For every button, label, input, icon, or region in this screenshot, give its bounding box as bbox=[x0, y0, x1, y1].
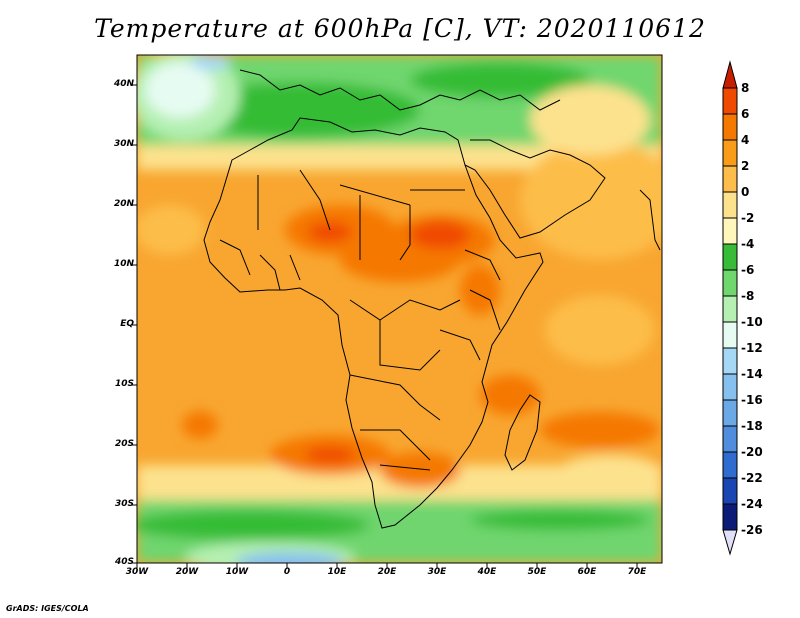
east-africa-hot bbox=[460, 265, 500, 315]
madagascar bbox=[504, 394, 541, 471]
colorbar-label: 4 bbox=[741, 133, 750, 147]
colorbar-swatch bbox=[722, 503, 738, 531]
colorbar-label: 0 bbox=[741, 185, 750, 199]
lon-label: 30E bbox=[427, 567, 447, 577]
colorbar-label: -26 bbox=[741, 523, 763, 537]
lat-label: 20S bbox=[114, 439, 134, 449]
colorbar-swatch bbox=[722, 295, 738, 323]
atlantic-cool bbox=[137, 205, 205, 255]
colorbar-label: 6 bbox=[741, 107, 750, 121]
colorbar-bottom-arrow bbox=[722, 529, 738, 556]
lat-label: 10S bbox=[114, 379, 134, 389]
west-africa-borders bbox=[219, 239, 301, 291]
lon-label: 20E bbox=[377, 567, 397, 577]
northeast-yellow bbox=[530, 85, 650, 155]
colorbar-swatch bbox=[722, 269, 738, 297]
colorbar-label: 2 bbox=[741, 159, 750, 173]
lon-label: 0 bbox=[283, 567, 291, 577]
chart-title: Temperature at 600hPa [C], VT: 202011061… bbox=[94, 14, 706, 43]
colorbar-swatch bbox=[722, 165, 738, 193]
north-green-dark-2 bbox=[410, 62, 590, 98]
lon-label: 70E bbox=[627, 567, 647, 577]
colorbar-swatch bbox=[722, 243, 738, 271]
colorbar-swatch bbox=[722, 191, 738, 219]
madagascar-cool bbox=[560, 455, 660, 485]
atlantic-hot bbox=[182, 411, 218, 439]
lon-label: 40E bbox=[477, 567, 497, 577]
colorbar-label: -22 bbox=[741, 471, 763, 485]
colorbar-top-arrow bbox=[722, 60, 738, 89]
colorbar-label: -10 bbox=[741, 315, 763, 329]
sahel-core bbox=[410, 221, 470, 249]
colorbar-label: -2 bbox=[741, 211, 755, 225]
colorbar-swatch bbox=[722, 477, 738, 505]
colorbar-label: -8 bbox=[741, 289, 755, 303]
colorbar-swatch bbox=[722, 139, 738, 167]
lat-label: EQ bbox=[120, 319, 134, 329]
colorbar-label: -12 bbox=[741, 341, 763, 355]
north-cold-white bbox=[145, 62, 215, 118]
south-green-dark-2 bbox=[470, 510, 650, 530]
north-cold-blue bbox=[190, 55, 230, 70]
europe-coast bbox=[239, 69, 561, 111]
colorbar-swatch bbox=[722, 217, 738, 245]
indian-cool bbox=[545, 295, 655, 365]
southern-core bbox=[305, 447, 355, 463]
india-coast bbox=[639, 189, 661, 251]
mozambique-hot bbox=[480, 375, 540, 415]
lat-label: 40S bbox=[114, 557, 134, 567]
colorbar-label: -18 bbox=[741, 419, 763, 433]
lon-label: 60E bbox=[577, 567, 597, 577]
north-green-dark bbox=[180, 82, 420, 138]
colorbar-label: -4 bbox=[741, 237, 755, 251]
lat-label: 20N bbox=[113, 199, 134, 209]
arabia-coast bbox=[464, 139, 606, 239]
arabia-warm bbox=[520, 140, 662, 260]
colorbar-label: -14 bbox=[741, 367, 763, 381]
lat-label: 10N bbox=[113, 259, 134, 269]
plot-frame bbox=[136, 54, 663, 564]
lon-label: 10W bbox=[225, 567, 249, 577]
colorbar-label: -24 bbox=[741, 497, 763, 511]
lat-label: 30S bbox=[114, 499, 134, 509]
lat-label: 30N bbox=[113, 139, 134, 149]
sahara-border-1 bbox=[257, 169, 465, 261]
colorbar-label: -16 bbox=[741, 393, 763, 407]
credit-text: GrADS: IGES/COLA bbox=[6, 604, 89, 613]
colorbar-swatch bbox=[722, 113, 738, 141]
lon-label: 30W bbox=[125, 567, 149, 577]
lon-label: 20W bbox=[175, 567, 199, 577]
axis-ticks bbox=[132, 84, 638, 568]
colorbar-swatch bbox=[722, 87, 738, 115]
colorbar-swatch bbox=[722, 451, 738, 479]
colorbar-swatch bbox=[722, 425, 738, 453]
central-borders bbox=[349, 299, 461, 471]
colorbar-swatch bbox=[722, 399, 738, 427]
lat-label: 40N bbox=[113, 79, 134, 89]
east-borders bbox=[439, 249, 501, 361]
colorbar-label: -6 bbox=[741, 263, 755, 277]
sahel-core-2 bbox=[308, 222, 352, 242]
south-green-dark bbox=[137, 510, 370, 540]
colorbar-label: -20 bbox=[741, 445, 763, 459]
colorbar-label: 8 bbox=[741, 81, 750, 95]
africa-coastline bbox=[203, 117, 544, 529]
southern-hot-2 bbox=[380, 452, 460, 488]
lon-label: 50E bbox=[527, 567, 547, 577]
lon-label: 10E bbox=[327, 567, 347, 577]
colorbar-swatch bbox=[722, 373, 738, 401]
indian-ocean-hot bbox=[540, 412, 660, 448]
south-cold-blue bbox=[235, 552, 345, 563]
colorbar-swatch bbox=[722, 347, 738, 375]
colorbar bbox=[722, 60, 738, 556]
colorbar-swatch bbox=[722, 321, 738, 349]
coastlines bbox=[203, 69, 661, 529]
